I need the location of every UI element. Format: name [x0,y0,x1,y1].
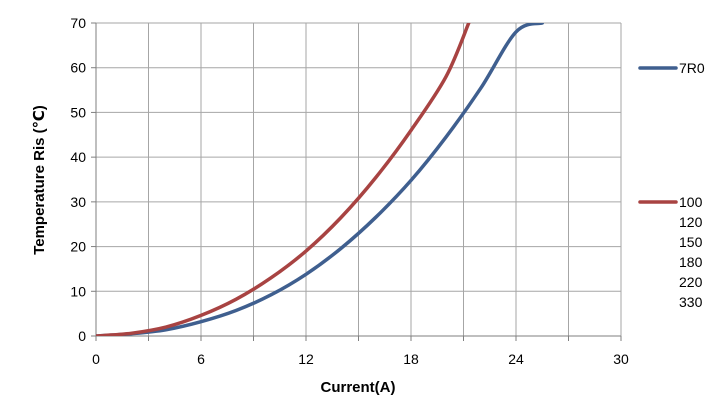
y-axis-title: Temperature Ris (℃) [31,105,48,255]
legend: 7R0 100 120 150 180 220 330 [638,60,705,310]
legend-label-150: 150 [679,234,703,250]
x-tick-label: 0 [92,351,100,367]
series-layer [96,23,544,336]
series-line-100 [96,23,471,336]
series-line-7R0 [96,23,544,336]
x-tick-label: 12 [298,351,314,367]
y-tick-label: 70 [70,15,86,31]
x-axis-title: Current(A) [321,379,396,396]
y-tick-label: 0 [78,328,86,344]
x-tick-label: 18 [403,351,419,367]
legend-label-100: 100 [679,194,703,210]
y-tick-label: 20 [70,239,86,255]
plot-frame [91,22,622,341]
ticks-layer: 0 6 12 18 24 30 0 10 20 30 40 50 60 70 [70,15,629,367]
y-tick-label: 30 [70,194,86,210]
y-tick-label: 40 [70,149,86,165]
legend-label-220: 220 [679,274,703,290]
y-tick-label: 50 [70,104,86,120]
x-tick-label: 6 [197,351,205,367]
legend-label-330: 330 [679,294,703,310]
y-tick-label: 10 [70,283,86,299]
grid [95,22,622,337]
y-tick-label: 60 [70,60,86,76]
legend-label-180: 180 [679,254,703,270]
legend-label-120: 120 [679,214,703,230]
x-tick-label: 24 [508,351,524,367]
x-tick-label: 30 [613,351,629,367]
legend-label-7R0: 7R0 [679,60,705,76]
